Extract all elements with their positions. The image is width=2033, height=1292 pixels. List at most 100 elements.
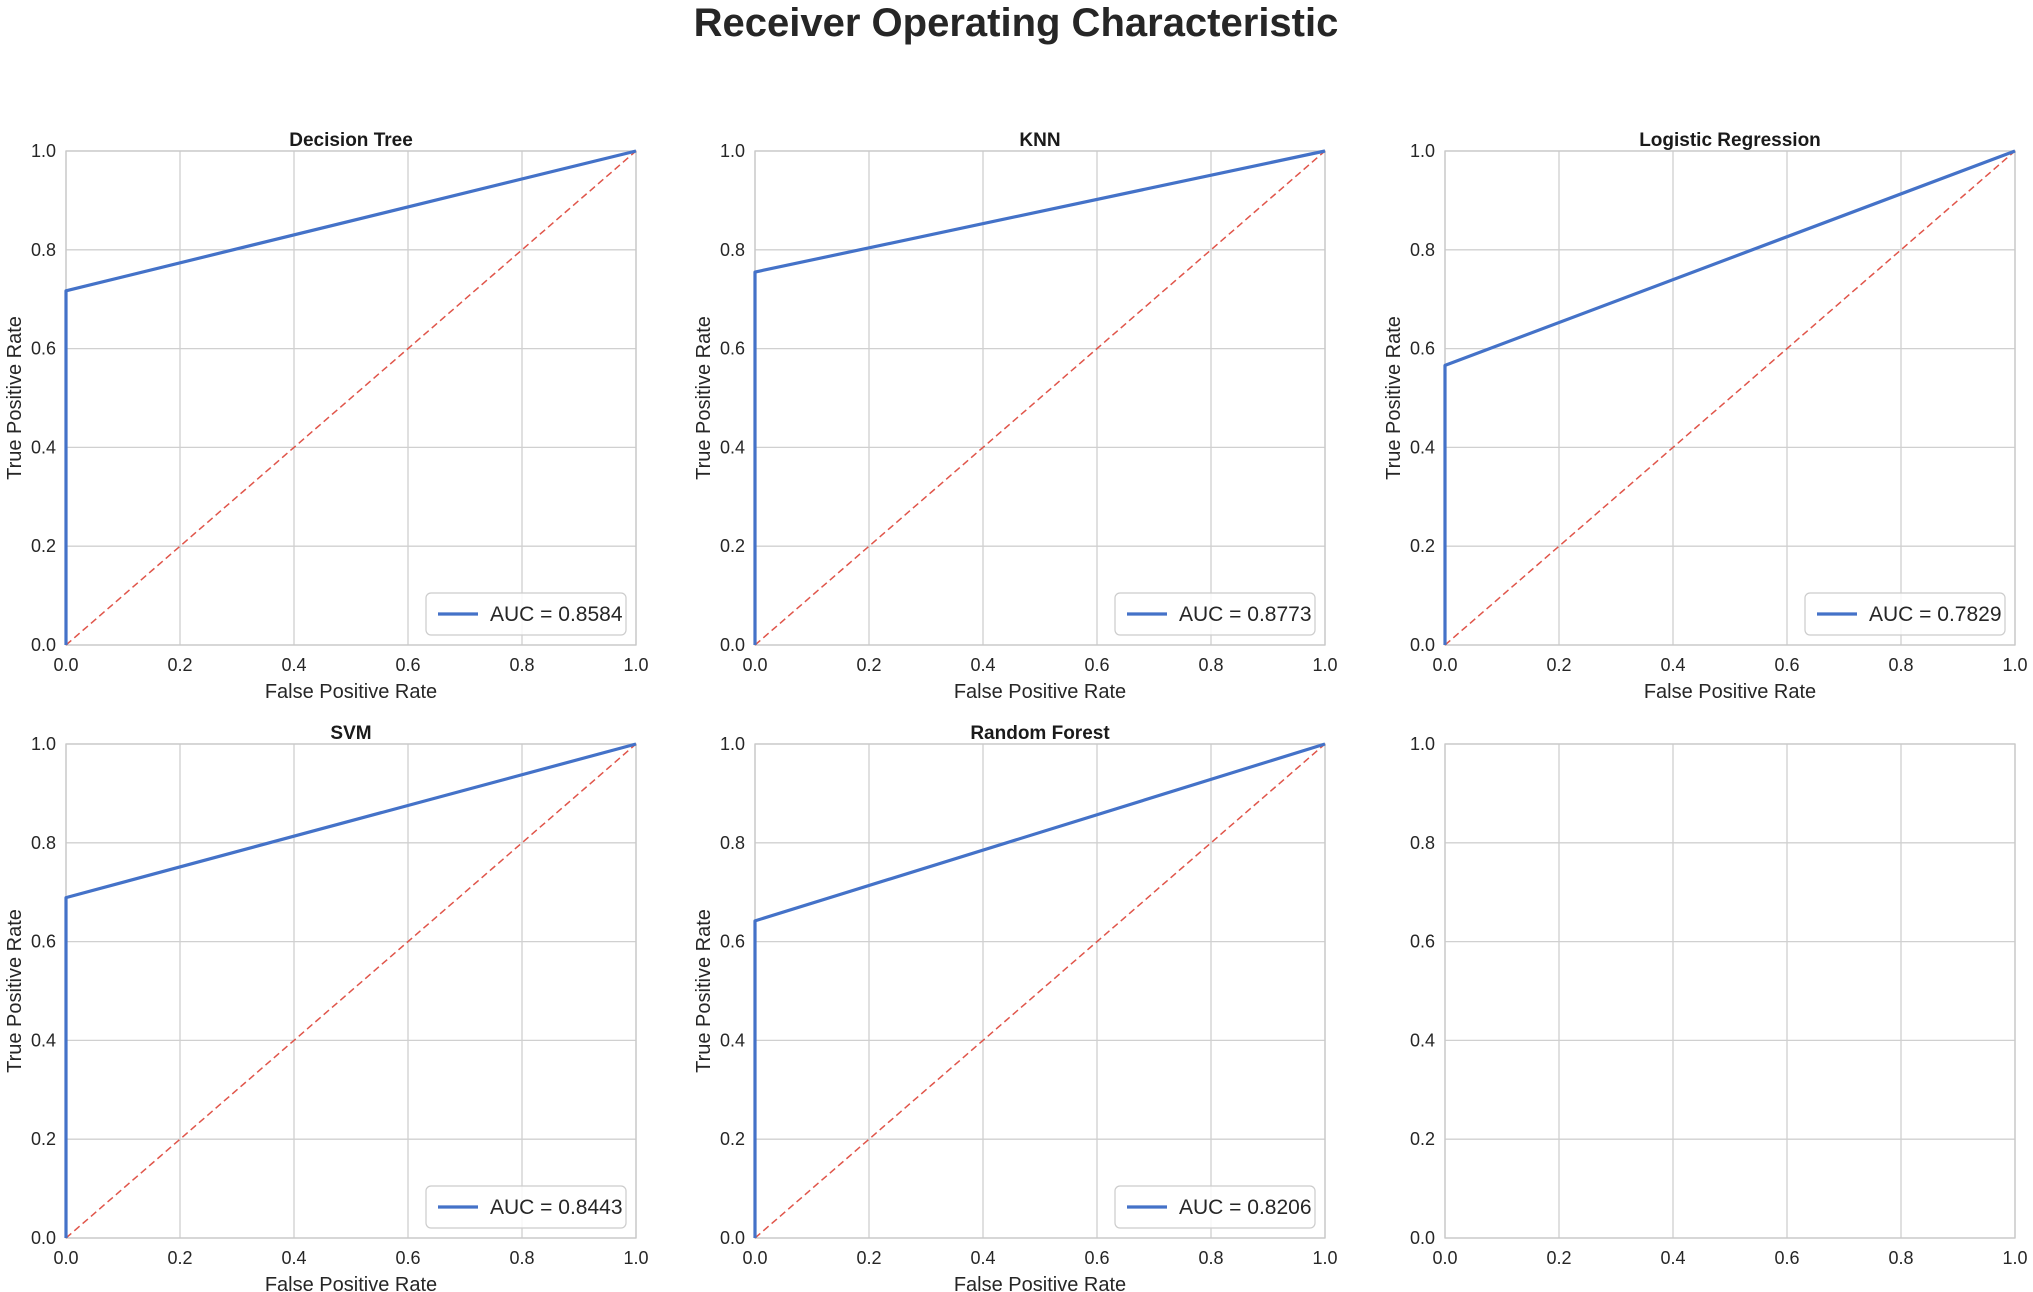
y-tick-label: 0.6 bbox=[31, 339, 56, 359]
y-axis-label: True Positive Rate bbox=[693, 909, 715, 1073]
y-tick-label: 0.8 bbox=[1410, 833, 1435, 853]
diagonal-reference-line bbox=[754, 743, 1326, 1239]
y-tick-label: 0.4 bbox=[720, 437, 745, 457]
x-tick-label: 0.8 bbox=[509, 655, 534, 675]
x-tick-label: 0.8 bbox=[1888, 1248, 1913, 1268]
legend-box bbox=[1114, 592, 1316, 636]
x-tick-label: 0.4 bbox=[281, 1248, 306, 1268]
x-tick-label: 1.0 bbox=[1312, 1248, 1337, 1268]
x-tick-label: 1.0 bbox=[623, 655, 648, 675]
y-tick-label: 1.0 bbox=[1410, 734, 1435, 754]
legend: AUC = 0.8206 bbox=[1114, 1185, 1316, 1229]
y-tick-label: 0.2 bbox=[720, 1129, 745, 1149]
x-tick-label: 0.8 bbox=[1198, 655, 1223, 675]
x-axis-label: False Positive Rate bbox=[1644, 681, 1816, 703]
x-tick-label: 0.0 bbox=[53, 655, 78, 675]
x-tick-label: 0.8 bbox=[509, 1248, 534, 1268]
subplot-title: Random Forest bbox=[970, 723, 1110, 744]
roc-curve bbox=[64, 149, 637, 645]
x-axis-label: False Positive Rate bbox=[265, 1274, 437, 1292]
x-tick-label: 0.0 bbox=[1432, 1248, 1457, 1268]
legend: AUC = 0.7829 bbox=[1804, 592, 2006, 636]
legend-label: AUC = 0.8773 bbox=[1179, 603, 1312, 626]
legend-box bbox=[1114, 1185, 1316, 1229]
y-tick-label: 0.0 bbox=[720, 635, 745, 655]
legend: AUC = 0.8584 bbox=[425, 592, 627, 636]
diagonal-reference-line bbox=[754, 150, 1326, 646]
x-tick-label: 0.4 bbox=[1660, 655, 1685, 675]
x-tick-label: 0.2 bbox=[167, 655, 192, 675]
legend-box bbox=[1804, 592, 2006, 636]
y-tick-label: 0.0 bbox=[720, 1228, 745, 1248]
legend-label: AUC = 0.8584 bbox=[490, 603, 623, 626]
x-tick-label: 1.0 bbox=[1312, 655, 1337, 675]
y-axis-label: True Positive Rate bbox=[693, 316, 715, 480]
x-tick-label: 0.6 bbox=[395, 655, 420, 675]
subplot-title: KNN bbox=[1019, 130, 1060, 151]
y-tick-label: 0.6 bbox=[720, 932, 745, 952]
x-tick-label: 0.6 bbox=[1774, 655, 1799, 675]
y-tick-label: 0.4 bbox=[1410, 437, 1435, 457]
x-tick-label: 0.0 bbox=[742, 1248, 767, 1268]
x-tick-label: 0.4 bbox=[281, 655, 306, 675]
roc-curve bbox=[753, 149, 1326, 645]
x-tick-label: 0.0 bbox=[53, 1248, 78, 1268]
x-tick-label: 0.6 bbox=[395, 1248, 420, 1268]
x-tick-label: 0.2 bbox=[856, 655, 881, 675]
x-tick-label: 0.2 bbox=[1546, 1248, 1571, 1268]
y-tick-label: 0.2 bbox=[1410, 536, 1435, 556]
y-tick-label: 1.0 bbox=[1410, 141, 1435, 161]
y-tick-label: 0.2 bbox=[1410, 1129, 1435, 1149]
y-tick-label: 0.2 bbox=[31, 536, 56, 556]
x-tick-label: 0.6 bbox=[1084, 1248, 1109, 1268]
subplot-title: SVM bbox=[330, 723, 371, 744]
y-tick-label: 1.0 bbox=[31, 734, 56, 754]
figure-title: Receiver Operating Characteristic bbox=[694, 1, 1339, 45]
y-tick-label: 0.6 bbox=[720, 339, 745, 359]
y-axis-label: True Positive Rate bbox=[4, 909, 26, 1073]
legend-label: AUC = 0.8443 bbox=[490, 1196, 623, 1219]
y-axis-label: True Positive Rate bbox=[1383, 316, 1405, 480]
y-tick-label: 0.8 bbox=[31, 240, 56, 260]
plot-frame bbox=[1444, 743, 2016, 1239]
x-tick-label: 1.0 bbox=[623, 1248, 648, 1268]
y-tick-label: 0.0 bbox=[31, 1228, 56, 1248]
subplot-6: 0.0 0.2 0.4 0.6 0.8 1.0 0.0 0.2 0.4 0.6 0.8 1.0 bbox=[1410, 734, 2028, 1268]
y-tick-label: 0.6 bbox=[1410, 932, 1435, 952]
y-tick-label: 0.6 bbox=[31, 932, 56, 952]
y-tick-label: 0.0 bbox=[31, 635, 56, 655]
legend-label: AUC = 0.7829 bbox=[1869, 603, 2002, 626]
legend: AUC = 0.8773 bbox=[1114, 592, 1316, 636]
legend-box bbox=[425, 592, 627, 636]
x-tick-label: 1.0 bbox=[2002, 655, 2027, 675]
x-tick-label: 1.0 bbox=[2002, 1248, 2027, 1268]
subplot-title: Decision Tree bbox=[289, 130, 413, 151]
diagonal-reference-line bbox=[65, 150, 637, 646]
y-tick-label: 0.8 bbox=[720, 833, 745, 853]
x-axis-label: False Positive Rate bbox=[265, 681, 437, 703]
y-tick-label: 0.0 bbox=[1410, 635, 1435, 655]
y-tick-label: 1.0 bbox=[31, 141, 56, 161]
y-tick-label: 0.4 bbox=[31, 1030, 56, 1050]
x-tick-label: 0.6 bbox=[1084, 655, 1109, 675]
y-tick-label: 0.4 bbox=[31, 437, 56, 457]
y-axis-label: True Positive Rate bbox=[4, 316, 26, 480]
subplot-4: 0.0 0.2 0.4 0.6 0.8 1.0 0.0 0.2 0.4 0.6 0.8 1.0 SVM F… bbox=[4, 723, 649, 1292]
subplot-2: 0.0 0.2 0.4 0.6 0.8 1.0 0.0 0.2 0.4 0.6 0.8 1.0 KNN F… bbox=[693, 130, 1338, 703]
y-tick-label: 0.6 bbox=[1410, 339, 1435, 359]
x-axis-label: False Positive Rate bbox=[954, 1274, 1126, 1292]
subplot-3: 0.0 0.2 0.4 0.6 0.8 1.0 0.0 0.2 0.4 0.6 0.8 1.0 Logi… bbox=[1383, 130, 2028, 703]
x-tick-label: 0.4 bbox=[970, 655, 995, 675]
y-tick-label: 1.0 bbox=[720, 141, 745, 161]
legend-box bbox=[425, 1185, 627, 1229]
diagonal-reference-line bbox=[1444, 150, 2016, 646]
x-tick-label: 0.4 bbox=[1660, 1248, 1685, 1268]
x-tick-label: 0.2 bbox=[1546, 655, 1571, 675]
y-tick-label: 0.2 bbox=[31, 1129, 56, 1149]
roc-curve bbox=[753, 742, 1326, 1238]
subplot-1: 0.0 0.2 0.4 0.6 0.8 1.0 0.0 0.2 0.4 0.6 0.8 1.0 Deci… bbox=[4, 130, 649, 703]
diagonal-reference-line bbox=[65, 743, 637, 1239]
x-tick-label: 0.2 bbox=[856, 1248, 881, 1268]
x-tick-label: 0.6 bbox=[1774, 1248, 1799, 1268]
